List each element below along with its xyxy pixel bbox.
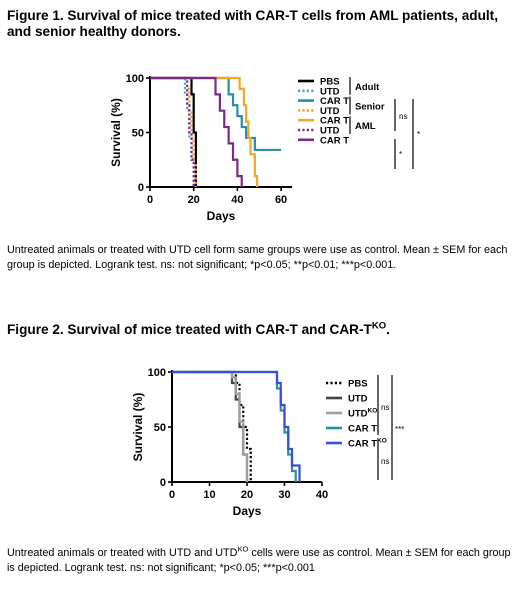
x-tick-label: 20 — [241, 489, 253, 501]
y-tick-label: 50 — [132, 128, 144, 140]
legend-label: PBS — [348, 379, 368, 390]
legend-label: UTD — [320, 86, 340, 97]
legend-label-main: UTD — [348, 409, 368, 420]
series-line — [150, 76, 195, 187]
figure2-title-sup: KO — [371, 320, 387, 332]
x-tick-label: 10 — [203, 489, 215, 501]
x-tick-label: 20 — [188, 194, 200, 206]
x-axis-label: Days — [233, 504, 262, 518]
y-tick-label: 0 — [138, 182, 144, 194]
legend-label-sup: KO — [368, 408, 378, 415]
figure2-caption: Untreated animals or treated with UTD an… — [7, 544, 512, 576]
y-tick-label: 100 — [148, 367, 166, 379]
legend-label: PBS — [320, 77, 340, 88]
x-axis-label: Days — [207, 209, 236, 223]
y-tick-label: 0 — [160, 477, 166, 489]
group-label: Adult — [355, 82, 380, 93]
series-line — [172, 370, 297, 482]
significance-label: * — [399, 150, 402, 159]
y-tick-label: 100 — [126, 73, 144, 85]
figure2-title: Figure 2. Survival of mice treated with … — [7, 320, 512, 338]
group-label: AML — [355, 121, 376, 132]
figure2-caption-part2: cells were use as control. Mean ± SEM fo… — [7, 547, 511, 574]
significance-label: ns — [399, 112, 407, 121]
legend-label: CAR T — [320, 96, 349, 107]
significance-label: *** — [395, 425, 404, 434]
x-tick-label: 60 — [275, 194, 287, 206]
legend-label: CAR T — [320, 135, 349, 146]
x-tick-label: 0 — [169, 489, 175, 501]
y-axis-label: Survival (%) — [109, 98, 123, 167]
figure2-title-end: . — [386, 322, 390, 337]
series-line — [150, 76, 259, 187]
legend-label: UTD — [320, 106, 340, 117]
legend-label: CAR T — [348, 424, 377, 435]
legend-label-sup: KO — [377, 438, 387, 445]
figure1-caption: Untreated animals or treated with UTD ce… — [7, 244, 508, 271]
figure2-title-main: Figure 2. Survival of mice treated with … — [7, 322, 372, 337]
figure2-caption-part1: Untreated animals or treated with UTD an… — [7, 547, 238, 559]
x-tick-label: 30 — [278, 489, 290, 501]
x-tick-label: 40 — [316, 489, 328, 501]
series-line — [150, 76, 243, 187]
x-tick-label: 0 — [147, 194, 153, 206]
y-axis-label: Survival (%) — [131, 393, 145, 462]
significance-label: ns — [381, 403, 389, 412]
legend-label: UTD — [320, 126, 340, 137]
group-label: Senior — [355, 102, 385, 113]
series-line — [150, 76, 282, 152]
legend-label: UTD — [348, 394, 368, 405]
legend-label: CAR T — [320, 116, 349, 127]
series-line — [172, 370, 301, 482]
series-line — [172, 370, 249, 482]
legend-label-main: CAR T — [348, 439, 377, 450]
legend-label: CAR TKO — [348, 438, 387, 450]
x-tick-label: 40 — [231, 194, 243, 206]
legend-label: UTDKO — [348, 408, 377, 420]
figure1-title: Figure 1. Survival of mice treated with … — [7, 8, 498, 39]
significance-label: * — [417, 130, 420, 139]
figure2-caption-sup: KO — [237, 544, 249, 554]
y-tick-label: 50 — [154, 422, 166, 434]
significance-label: ns — [381, 457, 389, 466]
